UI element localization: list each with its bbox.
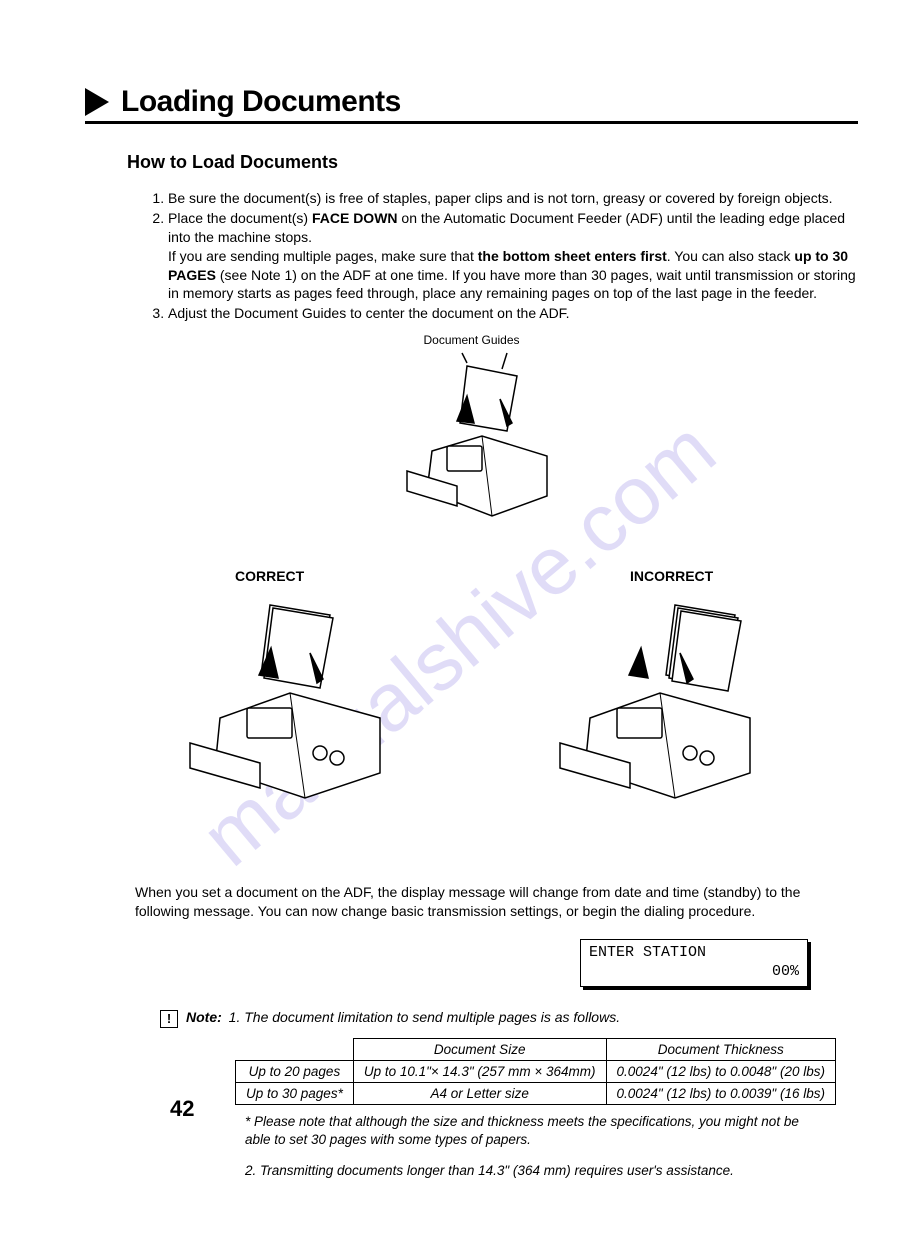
lcd-line-2: 00% [589, 963, 799, 982]
section-title: How to Load Documents [127, 152, 858, 173]
figures-area: Document Guides CORRECT INCORRECT [85, 333, 858, 873]
arrow-right-icon [85, 88, 109, 116]
figure-top-label: Document Guides [423, 333, 519, 347]
table-row: Up to 30 pages* A4 or Letter size 0.0024… [236, 1082, 836, 1104]
step-2-text-d: If you are sending multiple pages, make … [168, 248, 478, 264]
step-3: Adjust the Document Guides to center the… [168, 304, 858, 323]
table-cell-thickness: 0.0024" (12 lbs) to 0.0039" (16 lbs) [606, 1082, 835, 1104]
title-row: Loading Documents [85, 85, 858, 124]
lcd-display: ENTER STATION 00% [580, 939, 808, 987]
lcd-line-1: ENTER STATION [589, 944, 799, 963]
step-1: Be sure the document(s) is free of stapl… [168, 189, 858, 208]
table-cell-pages: Up to 20 pages [236, 1060, 354, 1082]
step-2-bold-facedown: FACE DOWN [312, 210, 398, 226]
note-2-text: 2. Transmitting documents longer than 14… [245, 1163, 858, 1178]
description-paragraph: When you set a document on the ADF, the … [135, 883, 858, 921]
table-cell-pages: Up to 30 pages* [236, 1082, 354, 1104]
step-2-text-a: Place the document(s) [168, 210, 312, 226]
table-cell-size: Up to 10.1"× 14.3" (257 mm × 364mm) [353, 1060, 606, 1082]
fax-illustration-correct-icon [165, 593, 405, 813]
instruction-list: Be sure the document(s) is free of stapl… [150, 189, 858, 323]
table-cell-thickness: 0.0024" (12 lbs) to 0.0048" (20 lbs) [606, 1060, 835, 1082]
page-title: Loading Documents [121, 85, 401, 119]
step-2: Place the document(s) FACE DOWN on the A… [168, 209, 858, 303]
note-row: ! Note: 1. The document limitation to se… [160, 1009, 858, 1028]
table-header-thickness: Document Thickness [606, 1038, 835, 1060]
correct-label: CORRECT [235, 568, 304, 584]
incorrect-label: INCORRECT [630, 568, 713, 584]
table-row: Up to 20 pages Up to 10.1"× 14.3" (257 m… [236, 1060, 836, 1082]
note-1-text: 1. The document limitation to send multi… [229, 1009, 620, 1025]
step-2-bold-bottom: the bottom sheet enters first [478, 248, 667, 264]
page-number: 42 [170, 1096, 194, 1122]
note-label: Note: [186, 1009, 222, 1025]
footnote-star: * Please note that although the size and… [245, 1113, 818, 1149]
limitation-table: Document Size Document Thickness Up to 2… [235, 1038, 836, 1105]
fax-illustration-top-icon [372, 351, 572, 531]
table-header-size: Document Size [353, 1038, 606, 1060]
table-empty-cell [236, 1038, 354, 1060]
step-2-text-h: (see Note 1) on the ADF at one time. If … [168, 267, 856, 302]
note-bang-icon: ! [160, 1010, 178, 1028]
step-2-text-f: . You can also stack [667, 248, 795, 264]
fax-illustration-incorrect-icon [535, 593, 775, 813]
table-cell-size: A4 or Letter size [353, 1082, 606, 1104]
